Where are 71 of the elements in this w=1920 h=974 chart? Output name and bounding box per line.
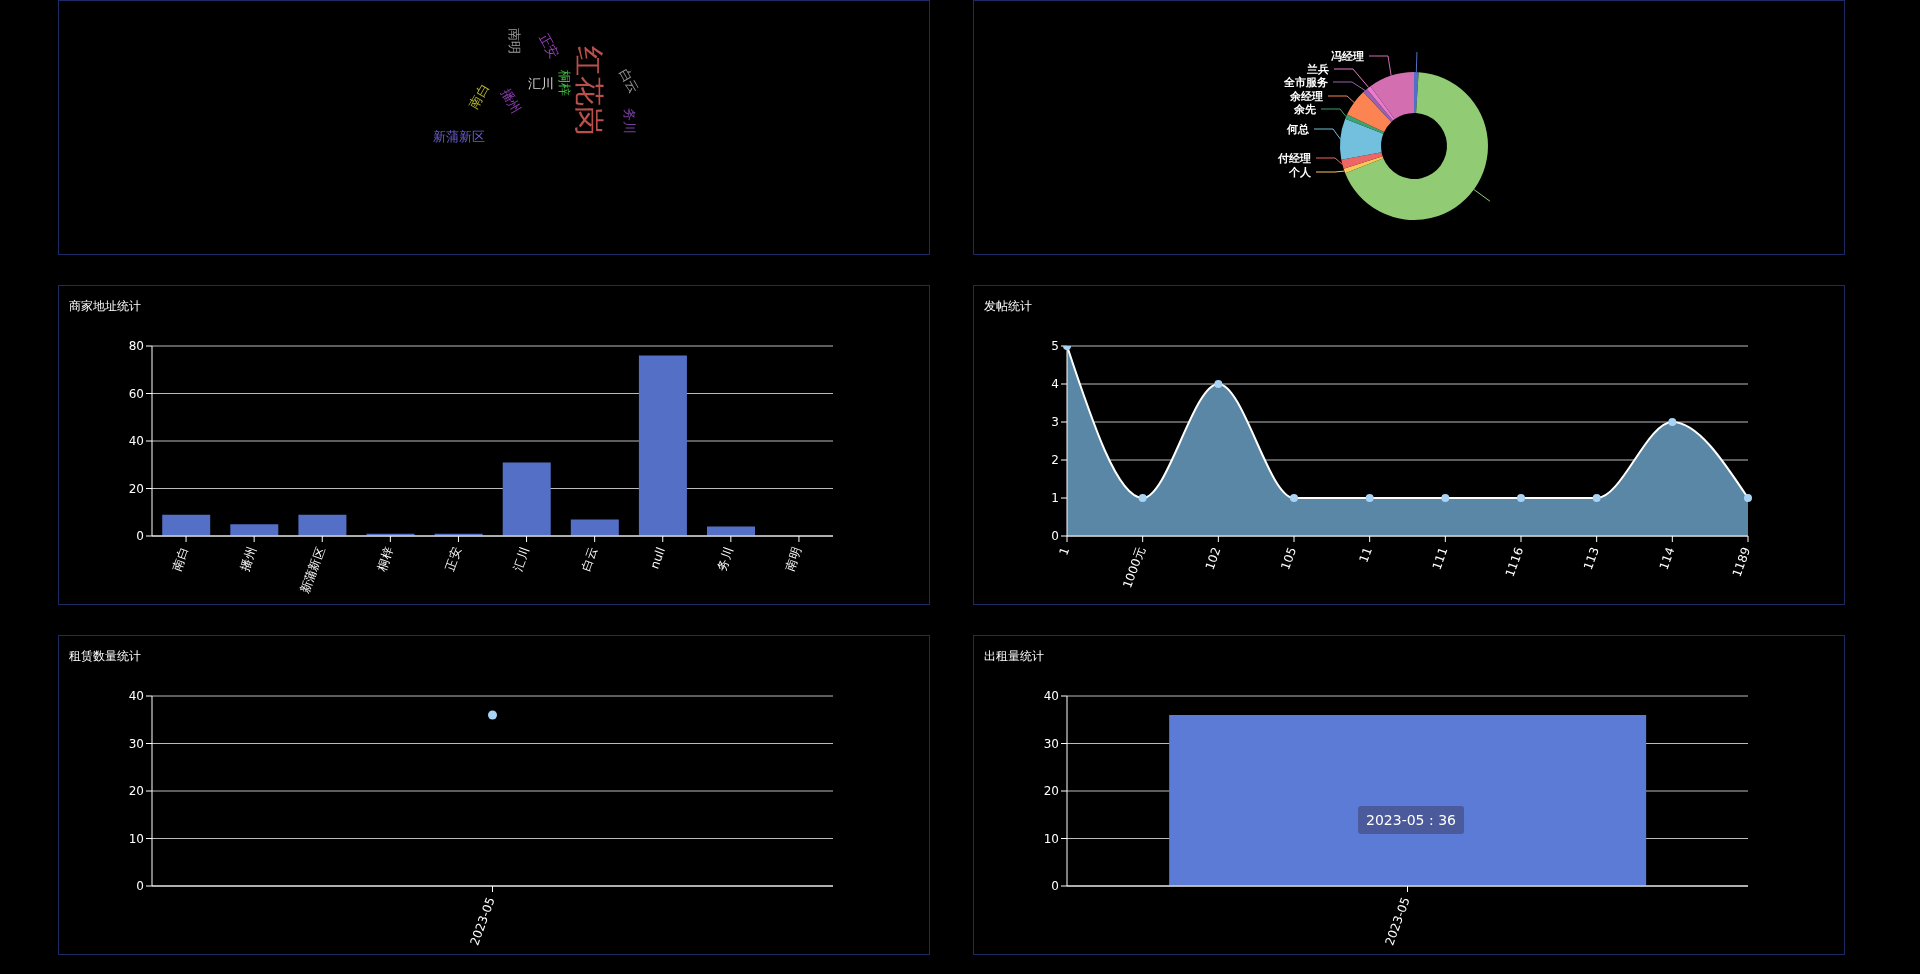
y-tick-label: 40: [128, 689, 144, 704]
chart-title: 商家地址统计: [69, 298, 141, 315]
slice-label: 余先: [1293, 102, 1316, 116]
y-tick-label: 20: [128, 481, 144, 496]
bar: [298, 514, 347, 536]
x-tick-label: 113: [1580, 545, 1602, 572]
x-tick-label: 播州: [238, 545, 260, 573]
x-tick-label: 114: [1656, 545, 1678, 572]
y-tick-label: 20: [1043, 784, 1059, 799]
bar: [502, 462, 551, 536]
x-tick-label: 白云: [578, 545, 600, 573]
y-tick-label: 40: [128, 434, 144, 449]
slice-label: 付经理: [1277, 151, 1311, 165]
y-tick-label: 20: [128, 784, 144, 799]
y-tick-label: 60: [128, 386, 144, 401]
x-tick-label: 南白: [169, 545, 192, 573]
y-tick-label: 80: [128, 339, 144, 354]
category-label: 播州: [498, 85, 524, 117]
x-tick-label: 新蒲新区: [297, 545, 328, 596]
y-tick-label: 0: [1051, 529, 1059, 544]
y-tick-label: 0: [136, 529, 144, 544]
bar: [162, 514, 211, 536]
x-tick-label: 桐梓: [373, 545, 396, 574]
x-tick-label: null: [647, 545, 668, 571]
y-tick-label: 3: [1051, 415, 1059, 430]
y-tick-label: 30: [128, 736, 144, 751]
x-tick-label: 111: [1429, 545, 1451, 572]
y-tick-label: 4: [1051, 377, 1059, 392]
x-tick-label: 1189: [1729, 545, 1754, 579]
x-tick-label: 102: [1202, 545, 1224, 572]
category-label: 正安: [536, 30, 562, 62]
y-tick-label: 40: [1043, 689, 1059, 704]
slice-label: 全市服务: [1283, 75, 1328, 89]
x-tick-label: 11: [1356, 545, 1375, 565]
category-label: 务川: [621, 108, 637, 134]
category-label: 南明: [506, 28, 522, 54]
y-tick-label: 10: [1043, 831, 1059, 846]
annotation: 2023-05 : 36: [1358, 806, 1464, 834]
y-tick-label: 2: [1051, 453, 1059, 468]
category-label: 桐梓: [556, 69, 572, 96]
category-label: 汇川: [528, 75, 554, 91]
slice-label: 兰兵: [1306, 62, 1329, 76]
category-label: 红花岗: [571, 46, 607, 136]
y-tick-label: 10: [128, 831, 144, 846]
bar: [638, 355, 687, 536]
x-tick-label: 汇川: [510, 545, 532, 573]
y-tick-label: 0: [1051, 879, 1059, 894]
category-label: 新蒲新区: [433, 128, 485, 144]
x-tick-label: 105: [1278, 545, 1300, 572]
x-tick-label: 1116: [1502, 545, 1527, 579]
x-tick-label: 正安: [442, 545, 464, 573]
x-tick-label: 1000元: [1120, 545, 1148, 591]
slice-label: 个人: [1288, 165, 1312, 179]
donut-slice: [1345, 72, 1488, 220]
category-label: 南白: [466, 80, 492, 112]
chart-title: 租赁数量统计: [69, 648, 141, 665]
x-tick-label: 南明: [782, 545, 805, 573]
category-label: 白云: [616, 65, 642, 97]
chart-title: 出租量统计: [984, 648, 1044, 665]
y-tick-label: 30: [1043, 736, 1059, 751]
donut-slice: [1414, 72, 1419, 114]
slice-label: 余经理: [1289, 89, 1323, 103]
chart-title: 发帖统计: [984, 298, 1032, 315]
bar: [570, 519, 619, 536]
y-tick-label: 1: [1051, 491, 1059, 506]
y-tick-label: 5: [1051, 339, 1059, 354]
slice-label: 冯经理: [1331, 49, 1364, 63]
bar: [230, 524, 279, 536]
slice-label: 何总: [1286, 122, 1310, 136]
x-tick-label: 务川: [714, 545, 737, 573]
y-tick-label: 0: [136, 879, 144, 894]
